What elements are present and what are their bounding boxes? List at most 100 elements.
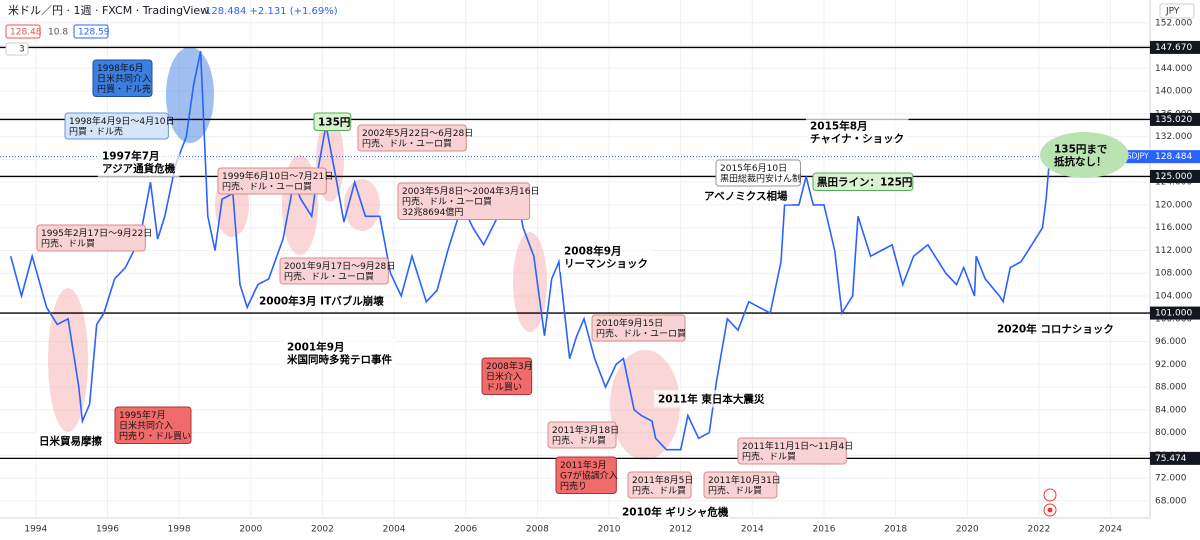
indicator-count: 3	[19, 45, 25, 55]
annotation-text: 135円まで	[1054, 143, 1108, 155]
annotation-text: 円売、ドル・ユーロ買	[284, 270, 374, 282]
annotation-box	[64, 112, 169, 140]
y-tick-label: 84.000	[1155, 405, 1187, 415]
bid-box[interactable]	[5, 24, 41, 39]
annotation-text: 1998年6月	[97, 62, 144, 74]
x-tick-label: 2012	[669, 525, 692, 535]
annotation-text: 2010年 ギリシャ危機	[622, 505, 729, 518]
annotation-box	[812, 172, 914, 191]
annotation-text: 2001年9月	[287, 340, 345, 353]
annotation-text: 円売、ドル買	[632, 484, 686, 496]
x-tick-label: 2016	[813, 525, 836, 535]
x-tick-label: 2010	[598, 525, 621, 535]
level-label-box	[1150, 451, 1200, 465]
annotation-text: 1995年7月	[119, 409, 166, 421]
annotation-text: 円売、ドル・ユーロ買	[596, 327, 686, 339]
y-tick-label: 68.000	[1155, 496, 1187, 506]
annotation-text: 2011年3月	[560, 459, 607, 471]
annotation-box	[114, 406, 192, 444]
annotation-box	[313, 112, 352, 131]
annotation-text: 円売、ドル・ユーロ買	[222, 180, 312, 192]
annotation-text: 2011年10月31日	[708, 474, 781, 486]
annotation-text: 2011年8月5日	[632, 474, 693, 486]
x-tick-label: 2018	[884, 525, 907, 535]
annotation-text: アベノミクス相場	[704, 189, 788, 202]
quote: 128.484 +2.131 (+1.69%)	[205, 6, 338, 17]
annotation-box	[35, 432, 106, 450]
annotation-text: 円売、ドル・ユーロ買	[402, 195, 492, 207]
price-label: 128.484	[1155, 152, 1192, 162]
x-tick-label: 2002	[311, 525, 334, 535]
annotation-text: 2008年9月	[564, 244, 622, 257]
annotation-text: 2002年5月22日～6月28日	[362, 127, 473, 139]
annotation-bubble	[1040, 132, 1129, 178]
annotation-box	[397, 182, 531, 220]
annotation-text: 日米貿易摩擦	[39, 434, 102, 447]
annotation-box	[715, 159, 801, 187]
annotation-text: 32兆8694億円	[402, 206, 463, 218]
y-tick-label: 144.000	[1155, 64, 1192, 74]
overlay: 米ドル／円 · 1週 · FXCM · TradingView 128.484 …	[5, 3, 1195, 517]
annotation-box	[98, 147, 180, 177]
event-icon[interactable]	[1043, 488, 1057, 502]
y-tick-label: 140.000	[1155, 87, 1192, 97]
annotation-box	[217, 167, 327, 195]
annotation-text: 抵抗なし！	[1054, 155, 1107, 168]
annotation-box	[279, 257, 389, 285]
ask-box[interactable]	[73, 24, 109, 39]
currency-button[interactable]	[1159, 3, 1195, 19]
level-label-box	[1150, 169, 1200, 183]
x-tick-label: 2024	[1099, 525, 1122, 535]
annotation-text: 2010年9月15日	[596, 317, 663, 329]
highlight	[513, 232, 547, 332]
bid: 128.48	[10, 28, 42, 38]
annotation-box	[547, 421, 617, 449]
annotation-box	[283, 338, 396, 368]
annotation-text: 日米共同介入	[97, 72, 151, 84]
annotation-box	[806, 117, 909, 147]
annotation-text: 1999年6月10日～7月21日	[222, 170, 333, 182]
annotation-box	[36, 224, 146, 252]
indicator-toggle[interactable]	[5, 42, 29, 56]
annotation-text: 2008年3月	[486, 360, 533, 372]
annotation-text: 円売、ドル買	[41, 237, 95, 249]
annotation-text: 135円	[318, 116, 350, 128]
annotation-text: 2001年9月17日～9月28日	[284, 260, 395, 272]
annotation-text: 円買・ドル売	[97, 83, 151, 95]
annotation-box	[627, 471, 692, 499]
x-tick-label: 2004	[383, 525, 406, 535]
x-tick-label: 2008	[526, 525, 549, 535]
annotation-box	[993, 320, 1116, 338]
annotation-text: 2011年11月1日～11月4日	[742, 440, 853, 452]
annotation-box	[703, 471, 778, 499]
y-tick-label: 120.000	[1155, 200, 1192, 210]
x-tick-label: 2006	[454, 525, 477, 535]
annotation-text: 2011年 東日本大震災	[658, 392, 765, 405]
price-tag	[1150, 150, 1200, 164]
annotation-text: 日米介入	[486, 370, 522, 382]
y-tick-label: 116.000	[1155, 223, 1192, 233]
level-label-box	[1150, 306, 1200, 320]
annotation-text: 黒田総裁円安けん制	[720, 172, 801, 184]
event-icon-dot	[1047, 507, 1053, 513]
ask: 128.59	[78, 28, 110, 38]
annotation-text: 日米共同介入	[119, 419, 173, 431]
annotation-box	[255, 292, 386, 310]
annotation-box	[92, 59, 153, 97]
x-tick-label: 1996	[96, 525, 119, 535]
annotation-text: 円買・ドル売	[69, 125, 123, 137]
annotation-text: 円売、ドル買	[552, 434, 606, 446]
annotation-text: G7が協調介入	[560, 469, 618, 481]
annotation-text: リーマンショック	[564, 258, 648, 270]
annotation-text: 1998年4月9日～4月10日	[69, 115, 175, 127]
level-label-box	[1150, 112, 1200, 126]
annotation-text: 2000年3月 ITバブル崩壊	[259, 294, 384, 307]
x-tick-label: 2020	[956, 525, 979, 535]
annotation-text: 米国同時多発テロ事件	[286, 353, 392, 366]
level-label: 125.000	[1155, 172, 1192, 182]
annotation-text: 円売、ドル買	[708, 484, 762, 496]
y-tick-label: 132.000	[1155, 132, 1192, 142]
annotation-box	[481, 357, 533, 395]
